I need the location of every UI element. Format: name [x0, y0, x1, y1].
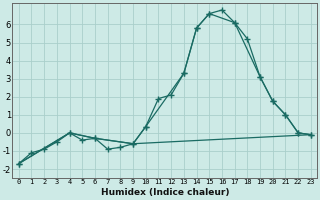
X-axis label: Humidex (Indice chaleur): Humidex (Indice chaleur) — [100, 188, 229, 197]
